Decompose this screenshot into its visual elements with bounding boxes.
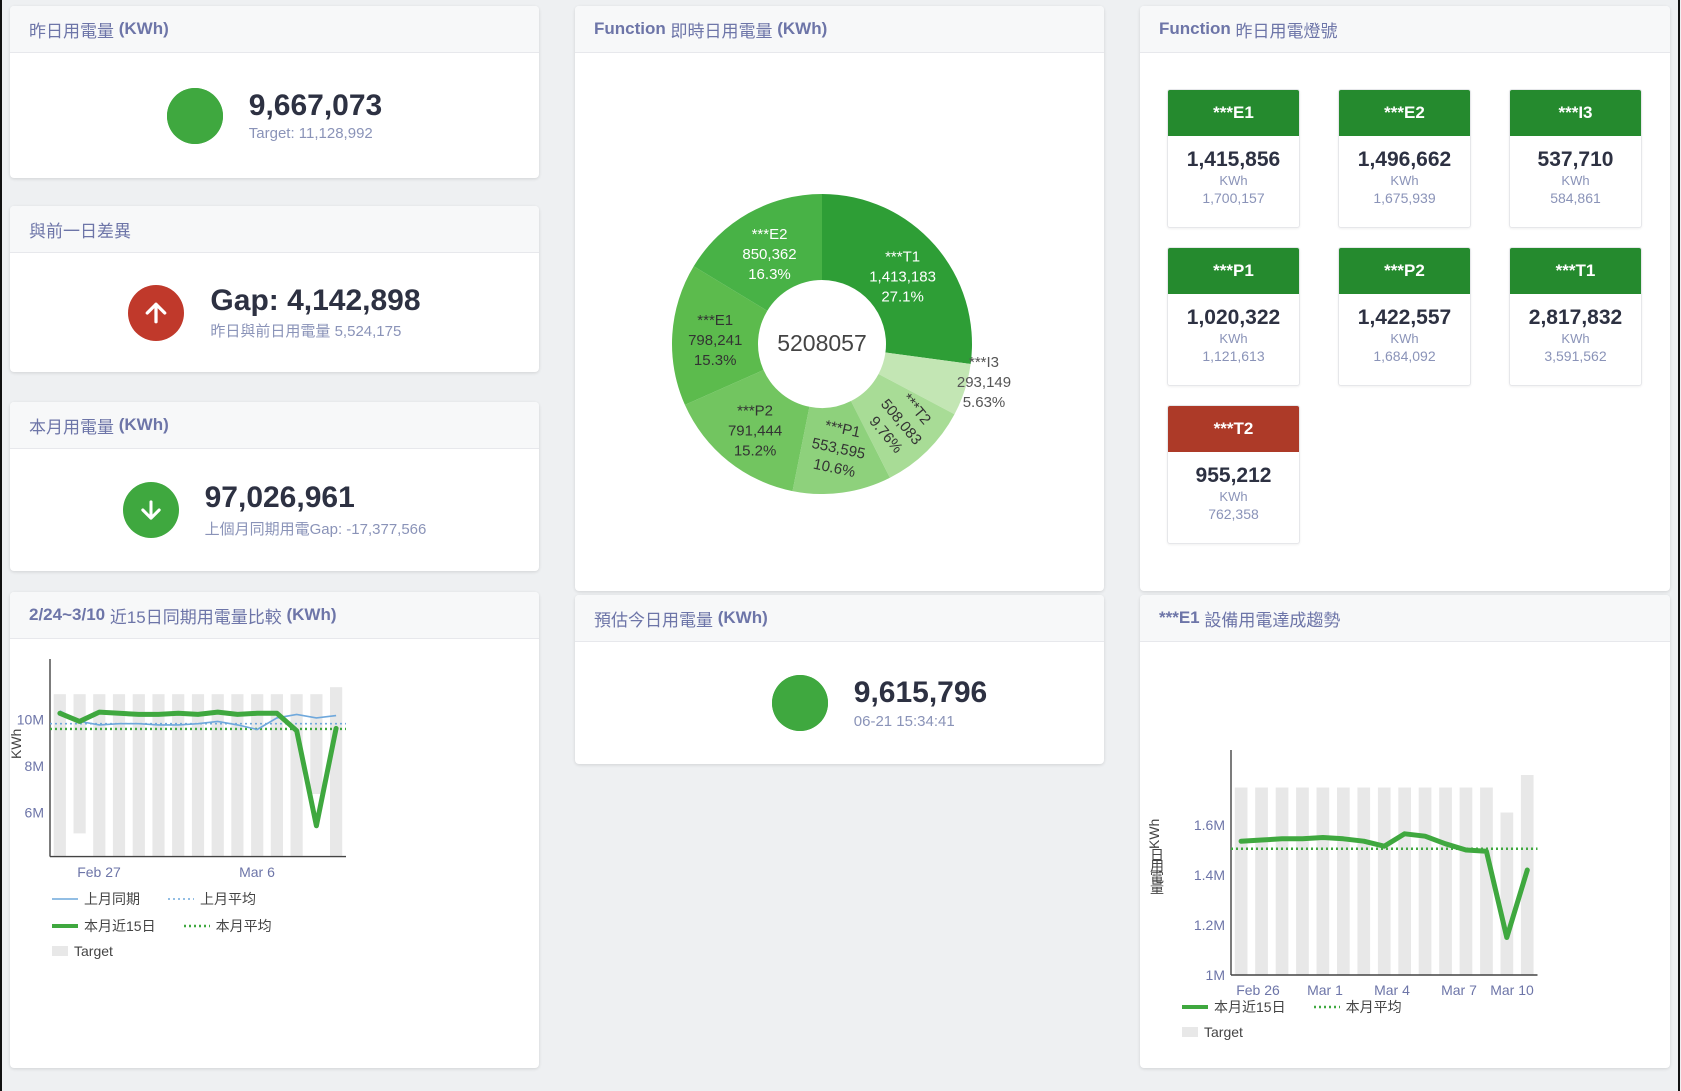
svg-text:Mar 6: Mar 6 <box>239 864 275 880</box>
svg-text:16.3%: 16.3% <box>748 266 791 283</box>
svg-text:***E1: ***E1 <box>697 312 733 329</box>
svg-text:293,149: 293,149 <box>957 374 1011 391</box>
svg-text:Mar 1: Mar 1 <box>1307 982 1343 998</box>
svg-text:***E2: ***E2 <box>752 226 788 243</box>
svg-text:850,362: 850,362 <box>742 246 796 263</box>
svg-text:6M: 6M <box>25 804 44 820</box>
svg-text:15.3%: 15.3% <box>694 352 737 369</box>
svg-text:1.4M: 1.4M <box>1194 867 1225 883</box>
svg-text:15.2%: 15.2% <box>734 443 777 460</box>
svg-text:1.6M: 1.6M <box>1194 817 1225 833</box>
svg-text:***I3: ***I3 <box>969 354 999 371</box>
svg-text:27.1%: 27.1% <box>881 289 924 306</box>
svg-text:Feb 27: Feb 27 <box>77 864 121 880</box>
svg-text:1.2M: 1.2M <box>1194 917 1225 933</box>
svg-text:5.63%: 5.63% <box>963 394 1006 411</box>
svg-text:791,444: 791,444 <box>728 423 782 440</box>
svg-text:5208057: 5208057 <box>777 330 867 356</box>
svg-text:1,413,183: 1,413,183 <box>869 269 936 286</box>
svg-text:***T1: ***T1 <box>885 249 920 266</box>
svg-text:798,241: 798,241 <box>688 332 742 349</box>
svg-text:1M: 1M <box>1206 967 1225 983</box>
svg-text:Feb 26: Feb 26 <box>1236 982 1280 998</box>
svg-text:8M: 8M <box>25 758 44 774</box>
svg-text:Mar 10: Mar 10 <box>1490 982 1534 998</box>
svg-text:Mar 4: Mar 4 <box>1374 982 1410 998</box>
svg-text:Mar 7: Mar 7 <box>1441 982 1477 998</box>
svg-text:***P2: ***P2 <box>737 403 773 420</box>
